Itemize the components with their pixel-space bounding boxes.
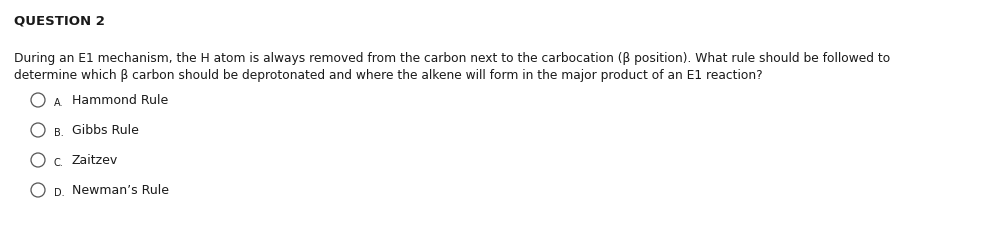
Text: Zaitzev: Zaitzev <box>72 154 118 167</box>
Text: Gibbs Rule: Gibbs Rule <box>72 124 138 137</box>
Text: QUESTION 2: QUESTION 2 <box>14 14 104 27</box>
Text: A.: A. <box>54 98 63 108</box>
Text: determine which β carbon should be deprotonated and where the alkene will form i: determine which β carbon should be depro… <box>14 69 762 82</box>
Text: C.: C. <box>54 158 63 168</box>
Text: During an E1 mechanism, the H atom is always removed from the carbon next to the: During an E1 mechanism, the H atom is al… <box>14 52 890 65</box>
Text: Hammond Rule: Hammond Rule <box>72 94 169 106</box>
Text: Newman’s Rule: Newman’s Rule <box>72 183 169 197</box>
Text: B.: B. <box>54 128 63 138</box>
Text: D.: D. <box>54 188 64 198</box>
